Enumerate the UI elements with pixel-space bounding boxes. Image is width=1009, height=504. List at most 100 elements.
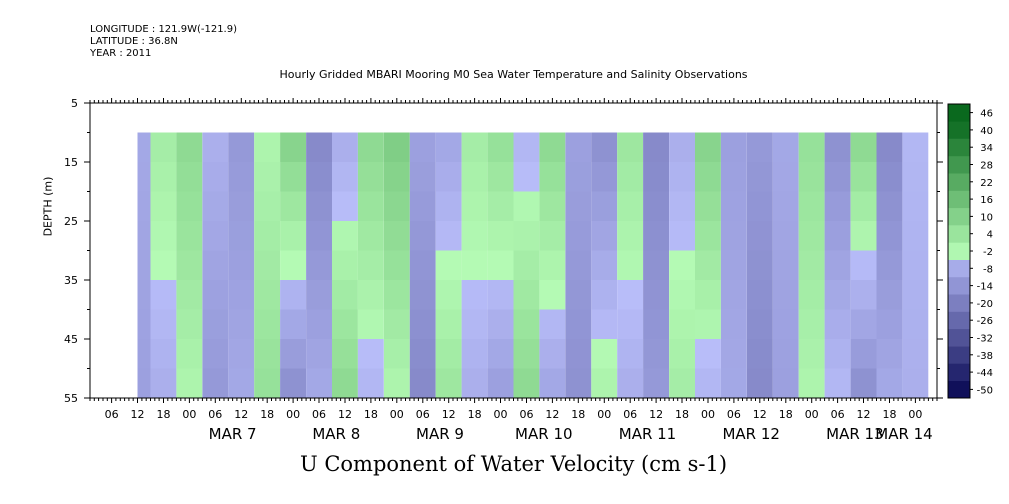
heatmap-cell [254, 250, 281, 280]
heatmap-cell [461, 280, 488, 310]
heatmap-cell [798, 280, 825, 310]
heatmap-cell [695, 280, 721, 310]
chart-title: Hourly Gridded MBARI Mooring M0 Sea Wate… [279, 68, 748, 81]
heatmap-cell [137, 191, 151, 221]
heatmap-cell [746, 368, 773, 398]
heatmap-cell [409, 368, 436, 398]
heatmap-cell [643, 221, 669, 251]
heatmap-cell [669, 339, 695, 369]
heatmap-cell [280, 250, 306, 280]
heatmap-cell [280, 132, 306, 162]
y-axis-ticks [84, 102, 943, 399]
x-tick-label: 12 [338, 408, 352, 421]
heatmap-cell [565, 162, 592, 192]
heatmap-cell [461, 309, 488, 339]
colorbar-swatch [948, 207, 970, 226]
heatmap-cell [357, 339, 384, 369]
heatmap-cell [876, 250, 903, 280]
heatmap-cell [409, 132, 436, 162]
heatmap-cell [824, 132, 851, 162]
colorbar-label: 46 [980, 109, 993, 120]
heatmap-cell [137, 368, 151, 398]
x-tick-label: 12 [857, 408, 871, 421]
heatmap-cell [513, 162, 540, 192]
heatmap-cell [617, 280, 644, 310]
heatmap-cell [591, 309, 618, 339]
heatmap-cell [617, 162, 644, 192]
heatmap-cell [720, 339, 747, 369]
heatmap-cell [695, 221, 721, 251]
heatmap-cell [280, 309, 306, 339]
colorbar-label: 22 [980, 178, 993, 189]
heatmap-cell [850, 339, 877, 369]
x-tick-label: 18 [364, 408, 378, 421]
heatmap-cell [435, 368, 462, 398]
colorbar-label: 4 [987, 230, 993, 241]
heatmap-cell [669, 250, 695, 280]
x-tick-label: 18 [883, 408, 897, 421]
heatmap-cell [137, 221, 151, 251]
heatmap-cell [357, 191, 384, 221]
heatmap-cell [669, 309, 695, 339]
heatmap-cell [565, 368, 592, 398]
heatmap-cell [772, 280, 799, 310]
heatmap-cell [383, 191, 410, 221]
heatmap-cell [409, 162, 436, 192]
heatmap-cell [409, 221, 436, 251]
x-tick-label: 12 [545, 408, 559, 421]
colorbar-label: 34 [980, 143, 993, 154]
heatmap-cell [591, 191, 618, 221]
heatmap-cell [150, 339, 177, 369]
heatmap-cell [332, 250, 358, 280]
heatmap-cell [565, 339, 592, 369]
heatmap-cell [617, 221, 644, 251]
heatmap-cell [254, 221, 281, 251]
heatmap-cell [643, 132, 669, 162]
heatmap-cell [902, 339, 929, 369]
x-tick-label: 00 [286, 408, 300, 421]
heatmap-cell [617, 309, 644, 339]
colorbar-label: -32 [977, 334, 993, 345]
heatmap-cell [435, 339, 462, 369]
heatmap-cell [850, 250, 877, 280]
heatmap-cell [720, 191, 747, 221]
heatmap-cell [902, 132, 929, 162]
heatmap-cell [876, 339, 903, 369]
heatmap-cell [176, 250, 203, 280]
heatmap-cell [669, 191, 695, 221]
heatmap-cell [876, 368, 903, 398]
heatmap-cell [798, 309, 825, 339]
x-day-label: MAR 10 [515, 425, 572, 443]
heatmap-cell [772, 191, 799, 221]
heatmap-cell [902, 162, 929, 192]
x-tick-label: 00 [494, 408, 508, 421]
heatmap-cell [461, 339, 488, 369]
heatmap-cell [669, 280, 695, 310]
heatmap-cell [513, 280, 540, 310]
heatmap-cell [513, 132, 540, 162]
x-tick-label: 00 [805, 408, 819, 421]
heatmap-cell [357, 368, 384, 398]
heatmap-cell [461, 368, 488, 398]
x-day-label: MAR 7 [209, 425, 257, 443]
longitude-label: LONGITUDE : 121.9W(-121.9) [90, 24, 237, 35]
heatmap-cell [565, 309, 592, 339]
heatmap-cell [669, 221, 695, 251]
heatmap-cell [565, 132, 592, 162]
heatmap-cell [435, 221, 462, 251]
x-tick-label: 12 [649, 408, 663, 421]
heatmap-cell [228, 368, 255, 398]
heatmap-cell [137, 280, 151, 310]
heatmap-cell [772, 221, 799, 251]
heatmap-cell [876, 191, 903, 221]
heatmap-field [137, 132, 929, 398]
heatmap-cell [746, 221, 773, 251]
heatmap-cell [280, 280, 306, 310]
heatmap-cell [487, 368, 514, 398]
heatmap-cell [137, 162, 151, 192]
heatmap-cell [383, 339, 410, 369]
heatmap-cell [254, 191, 281, 221]
heatmap-cell [772, 250, 799, 280]
heatmap-cell [202, 191, 229, 221]
heatmap-cell [228, 132, 255, 162]
